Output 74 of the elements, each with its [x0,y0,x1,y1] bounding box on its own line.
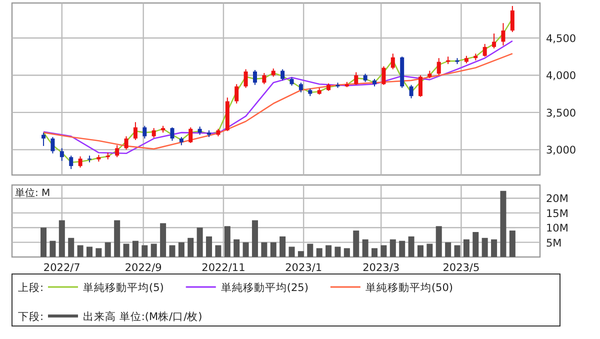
bar [380,245,387,257]
x-tick-label: 2023/3 [362,262,400,274]
x-tick-label: 2022/11 [202,262,246,274]
bar [270,242,276,257]
legend-title: 上段: [18,281,44,294]
bar [426,244,433,257]
x-tick-label: 2023/1 [285,262,322,274]
bar [261,242,268,257]
bar [334,246,341,257]
legend-title: 下段: [18,311,44,323]
bar [77,245,84,257]
bar [463,239,470,257]
legend-label: 単純移動平均(25) [220,282,308,294]
bar [196,228,203,257]
bar [150,244,157,257]
bar [215,245,222,257]
bar [491,239,498,257]
bar [188,238,194,257]
bar [326,245,332,257]
y-tick-label: 4,000 [546,70,576,82]
bar [58,220,65,257]
bar [160,223,166,257]
y-tick-label: 3,500 [546,107,576,120]
annotation: 単位: M [15,187,50,199]
bar [104,242,111,257]
bar [132,240,138,257]
bar [353,230,360,257]
bar [472,232,479,257]
bar [399,240,406,257]
bar [362,239,368,257]
legend: 下段: 出来高 単位:(M株/口/枚) [18,311,202,323]
bar [40,228,47,257]
bar [86,246,92,257]
bar [417,245,424,257]
bar [114,220,120,257]
bar [454,245,460,257]
bar [509,230,516,257]
bar [482,238,488,257]
legend-label: 出来高 単位:(M株/口/枚) [83,310,202,323]
x-tick-label: 2022/7 [43,262,80,274]
legend-label: 単純移動平均(50) [365,282,453,294]
y-tick-label: 20M [546,193,568,206]
y-tick-label: 3,000 [546,144,576,157]
bar [206,236,212,257]
bar [288,246,295,257]
bar [50,240,56,257]
bar [224,226,230,257]
y-tick-label: 4,500 [546,32,576,45]
bar [252,220,258,257]
bar [500,190,506,257]
bar [169,245,176,257]
bar [372,248,378,257]
x-tick-label: 2023/5 [442,262,480,274]
bar [344,248,350,257]
y-tick-label: 15M [546,208,568,220]
bar [123,244,130,257]
bar [408,236,414,257]
bar [142,245,148,257]
bar [307,244,314,257]
bar [234,239,240,257]
bar [298,251,304,257]
bar [316,248,322,257]
bar [242,242,249,257]
bar [436,226,442,257]
legend-label: 単純移動平均(5) [83,282,164,294]
y-tick-label: 10M [546,222,568,235]
bar [445,242,452,257]
bar [96,248,102,257]
bar [68,238,74,257]
bar [178,242,184,257]
y-tick-label: 5M [546,237,562,250]
bar [390,239,396,257]
x-tick-label: 2022/9 [124,262,162,274]
bar [280,236,286,257]
